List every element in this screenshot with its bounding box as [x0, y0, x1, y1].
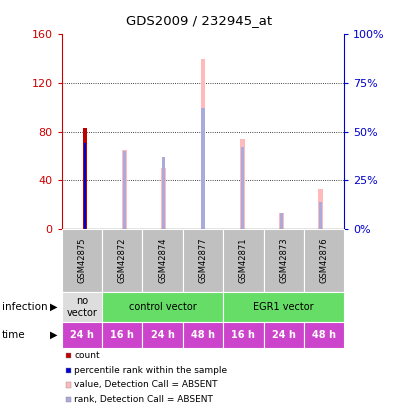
- Text: 24 h: 24 h: [151, 330, 175, 340]
- Text: count: count: [74, 351, 100, 360]
- Text: control vector: control vector: [129, 302, 197, 312]
- Text: 24 h: 24 h: [272, 330, 296, 340]
- Text: 16 h: 16 h: [231, 330, 255, 340]
- Text: GSM42871: GSM42871: [239, 237, 248, 283]
- Text: value, Detection Call = ABSENT: value, Detection Call = ABSENT: [74, 380, 218, 390]
- Bar: [83, 128, 87, 229]
- Text: time: time: [2, 330, 25, 340]
- Text: GSM42874: GSM42874: [158, 237, 167, 283]
- Bar: [161, 168, 166, 229]
- Bar: [84, 143, 86, 229]
- Bar: [319, 202, 322, 229]
- Text: ▶: ▶: [50, 302, 57, 312]
- Bar: [318, 189, 323, 229]
- Text: GSM42873: GSM42873: [279, 237, 288, 283]
- Text: percentile rank within the sample: percentile rank within the sample: [74, 366, 227, 375]
- Text: GSM42875: GSM42875: [77, 237, 86, 283]
- Text: GSM42877: GSM42877: [199, 237, 207, 283]
- Text: 16 h: 16 h: [110, 330, 134, 340]
- Text: 48 h: 48 h: [312, 330, 336, 340]
- Text: EGR1 vector: EGR1 vector: [254, 302, 314, 312]
- Bar: [201, 59, 205, 229]
- Text: GSM42872: GSM42872: [118, 237, 127, 283]
- Text: rank, Detection Call = ABSENT: rank, Detection Call = ABSENT: [74, 395, 213, 404]
- Text: ▶: ▶: [50, 330, 57, 340]
- Text: infection: infection: [2, 302, 48, 312]
- Bar: [279, 213, 284, 229]
- Bar: [241, 147, 244, 229]
- Text: 48 h: 48 h: [191, 330, 215, 340]
- Bar: [240, 139, 245, 229]
- Text: 24 h: 24 h: [70, 330, 94, 340]
- Bar: [280, 213, 283, 229]
- Bar: [122, 150, 127, 229]
- Text: no
vector: no vector: [66, 296, 98, 318]
- Bar: [123, 151, 126, 229]
- Bar: [162, 157, 165, 229]
- Bar: [201, 108, 205, 229]
- Text: GSM42876: GSM42876: [320, 237, 329, 283]
- Text: GDS2009 / 232945_at: GDS2009 / 232945_at: [126, 14, 272, 27]
